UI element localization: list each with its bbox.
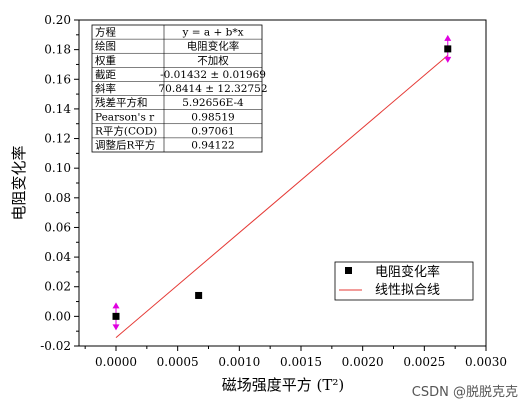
stats-value: 0.97061 [191, 125, 234, 137]
y-tick-label: 0.14 [44, 102, 71, 116]
legend-label-points: 电阻变化率 [375, 264, 440, 280]
data-points-layer [112, 45, 452, 320]
watermark: CSDN @脱脱克克 [412, 385, 518, 400]
y-tick-label: 0.06 [44, 220, 71, 234]
x-tick-label: 0.0015 [280, 355, 322, 369]
stats-key: 绘图 [95, 40, 116, 53]
stats-key: 方程 [95, 26, 116, 39]
y-tick-label: 0.18 [44, 43, 71, 57]
stats-value: 不加权 [197, 54, 229, 67]
stats-table-border [91, 24, 263, 153]
x-tick-label: 0.0030 [465, 355, 507, 369]
data-point [444, 45, 452, 53]
stats-key: 截距 [95, 68, 116, 81]
data-point [112, 312, 120, 320]
y-tick-label: 0.00 [44, 309, 71, 323]
data-point [195, 291, 203, 299]
y-tick-label: 0.08 [44, 191, 71, 205]
stats-value: 0.98519 [191, 111, 234, 123]
error-arrow-down [444, 56, 452, 63]
stats-value: 0.94122 [191, 140, 234, 152]
stats-key: 残差平方和 [95, 96, 148, 109]
y-tick-label: 0.20 [44, 13, 71, 27]
y-tick-label: 0.12 [44, 132, 71, 146]
stats-value: 电阻变化率 [187, 40, 240, 53]
y-tick-label: 0.10 [44, 161, 71, 175]
stats-value: 70.8414 ± 12.32752 [159, 83, 268, 95]
fit-line [115, 54, 449, 338]
error-arrow-up [444, 34, 452, 41]
y-tick-label: 0.04 [44, 250, 71, 264]
stats-key: Pearson's r [95, 111, 155, 123]
legend-box [334, 261, 474, 301]
x-axis-title: 磁场强度平方 (T²) [222, 376, 345, 394]
stats-key: 权重 [95, 54, 116, 67]
stats-key: 斜率 [95, 82, 116, 95]
error-arrow-down [112, 324, 120, 331]
x-tick-label: 0.0010 [218, 355, 260, 369]
stats-value: 5.92656E-4 [182, 97, 244, 109]
y-tick-label: -0.02 [40, 339, 71, 353]
legend-label-fit: 线性拟合线 [375, 283, 440, 298]
stats-key: 调整后R平方 [95, 139, 155, 152]
y-tick-label: 0.02 [44, 280, 71, 294]
x-tick-label: 0.0005 [157, 355, 199, 369]
stats-value: -0.01432 ± 0.01969 [160, 69, 266, 81]
y-axis-title: 电阻变化率 [10, 145, 28, 220]
fit-line-layer [115, 54, 449, 338]
x-axis: 0.0000 0.0005 0.0010 0.0015 0.0020 0.0025 0.00… [84, 346, 507, 369]
y-axis: -0.02 0.00 0.02 0.04 0.06 0.08 0.10 0.12 0.14 0.1… [40, 13, 79, 353]
x-tick-label: 0.0020 [342, 355, 384, 369]
x-tick-label: 0.0025 [403, 355, 445, 369]
error-arrow-up [112, 302, 120, 309]
x-tick-label: 0.0000 [95, 355, 137, 369]
y-tick-label: 0.16 [44, 72, 71, 86]
legend: 电阻变化率 线性拟合线 [334, 261, 474, 301]
stats-key: R平方(COD) [95, 124, 157, 137]
legend-marker-square [345, 267, 352, 274]
stats-value: y = a + b*x [181, 27, 243, 39]
